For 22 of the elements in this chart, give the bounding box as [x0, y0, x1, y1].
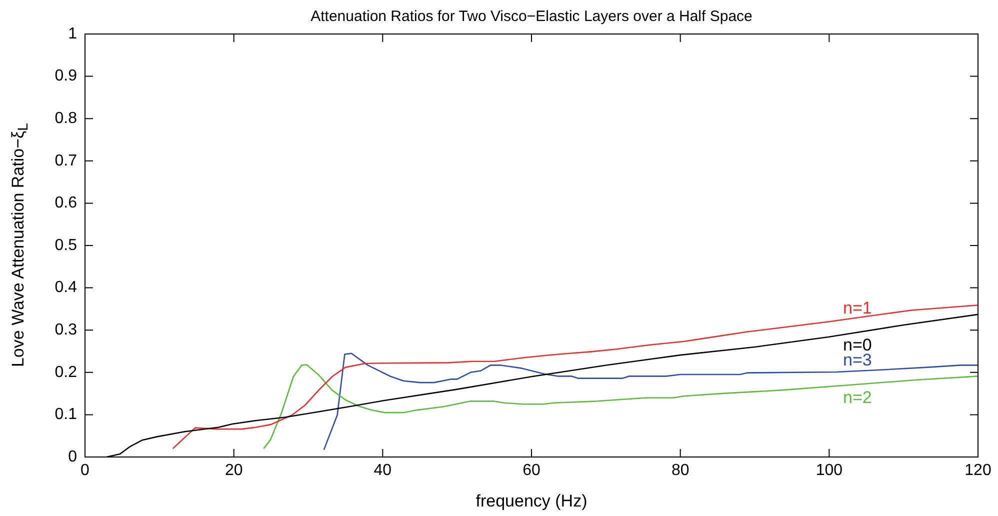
y-tick-label: 0.7 — [54, 152, 78, 170]
y-tick-label: 1 — [68, 25, 78, 42]
x-tick-label: 120 — [964, 462, 992, 480]
x-tick-label: 60 — [522, 462, 540, 480]
x-tick-label: 20 — [224, 462, 243, 480]
series-label: n=2 — [843, 388, 872, 407]
x-tick-label: 100 — [816, 462, 843, 480]
y-tick-label: 0.1 — [54, 406, 78, 424]
y-tick-label: 0.4 — [54, 279, 78, 296]
y-tick-label: 0.6 — [54, 194, 78, 212]
y-tick-label: 0.5 — [54, 236, 78, 254]
x-tick-label: 0 — [80, 462, 90, 480]
y-tick-label: 0.9 — [54, 68, 78, 85]
x-tick-label: 80 — [671, 462, 690, 480]
chart-title: Attenuation Ratios for Two Visco−Elastic Layers over a Half Space — [310, 8, 752, 26]
x-axis-title: frequency (Hz) — [476, 491, 588, 510]
y-tick-label: 0 — [68, 448, 78, 466]
y-tick-label: 0.8 — [54, 110, 78, 128]
y-tick-label: 0.3 — [54, 322, 78, 339]
y-tick-label: 0.2 — [54, 364, 78, 381]
series-label: n=1 — [843, 298, 872, 318]
x-tick-label: 40 — [374, 462, 392, 480]
